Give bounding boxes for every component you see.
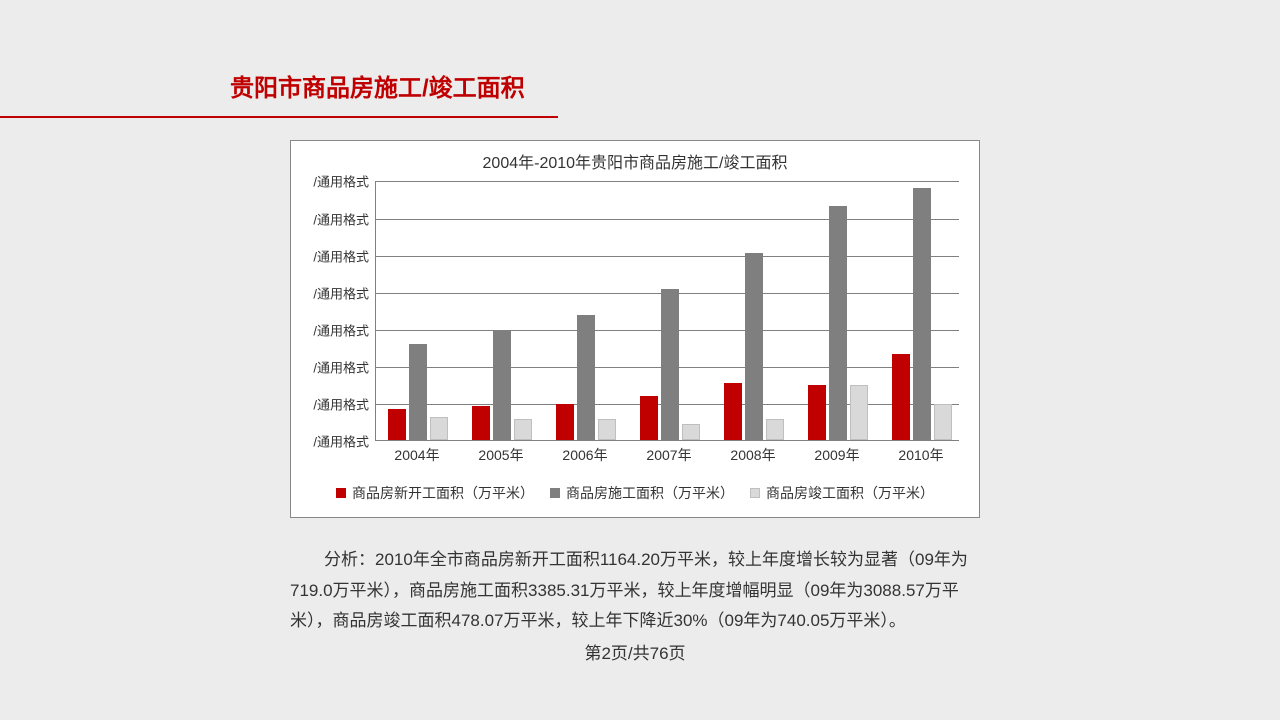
legend-item: 商品房新开工面积（万平米） [336, 483, 534, 503]
bar [640, 396, 658, 440]
bar [682, 424, 700, 440]
analysis-text: 分析：2010年全市商品房新开工面积1164.20万平米，较上年度增长较为显著（… [290, 545, 980, 637]
y-tick-label: /通用格式 [313, 210, 369, 229]
legend-item: 商品房竣工面积（万平米） [750, 483, 934, 503]
bar [472, 406, 490, 440]
legend-swatch [550, 488, 560, 498]
bar [514, 419, 532, 440]
legend-label: 商品房新开工面积（万平米） [352, 483, 534, 503]
x-tick-label: 2010年 [898, 445, 943, 465]
bars-layer [376, 181, 959, 440]
bar [934, 404, 952, 440]
bar [850, 385, 868, 440]
bar [430, 417, 448, 440]
y-tick-label: /通用格式 [313, 284, 369, 303]
x-axis: 2004年 2005年 2006年 2007年 2008年 2009年 2010年 [375, 443, 959, 467]
legend-item: 商品房施工面积（万平米） [550, 483, 734, 503]
bar [556, 404, 574, 440]
title-underline [0, 116, 558, 118]
bar [913, 188, 931, 440]
bar [724, 383, 742, 440]
x-tick-label: 2006年 [562, 445, 607, 465]
bar [409, 344, 427, 440]
y-tick-label: /通用格式 [313, 321, 369, 340]
legend-swatch [750, 488, 760, 498]
y-tick-label: /通用格式 [313, 358, 369, 377]
bar [766, 419, 784, 440]
bar [577, 315, 595, 440]
page-title: 贵阳市商品房施工/竣工面积 [230, 68, 525, 103]
y-axis-labels: /通用格式/通用格式/通用格式/通用格式/通用格式/通用格式/通用格式/通用格式 [307, 181, 373, 441]
legend-label: 商品房竣工面积（万平米） [766, 483, 934, 503]
x-tick-label: 2007年 [646, 445, 691, 465]
legend-label: 商品房施工面积（万平米） [566, 483, 734, 503]
y-tick-label: /通用格式 [313, 172, 369, 191]
x-tick-label: 2008年 [730, 445, 775, 465]
chart-plot-area [375, 181, 959, 441]
legend-swatch [336, 488, 346, 498]
y-tick-label: /通用格式 [313, 395, 369, 414]
analysis-block: 分析：2010年全市商品房新开工面积1164.20万平米，较上年度增长较为显著（… [290, 545, 980, 669]
bar [745, 253, 763, 440]
bar [661, 289, 679, 440]
bar [892, 354, 910, 440]
x-tick-label: 2004年 [394, 445, 439, 465]
x-tick-label: 2005年 [478, 445, 523, 465]
bar [388, 409, 406, 440]
chart-container: 2004年-2010年贵阳市商品房施工/竣工面积 /通用格式/通用格式/通用格式… [290, 140, 980, 518]
page-counter: 第2页/共76页 [290, 639, 980, 670]
bar [808, 385, 826, 440]
x-tick-label: 2009年 [814, 445, 859, 465]
bar [598, 419, 616, 440]
bar [493, 331, 511, 440]
chart-plot-wrap: /通用格式/通用格式/通用格式/通用格式/通用格式/通用格式/通用格式/通用格式… [307, 181, 965, 461]
y-tick-label: /通用格式 [313, 247, 369, 266]
chart-legend: 商品房新开工面积（万平米） 商品房施工面积（万平米） 商品房竣工面积（万平米） [291, 483, 979, 503]
y-tick-label: /通用格式 [313, 432, 369, 451]
chart-title: 2004年-2010年贵阳市商品房施工/竣工面积 [291, 141, 979, 177]
bar [829, 206, 847, 440]
